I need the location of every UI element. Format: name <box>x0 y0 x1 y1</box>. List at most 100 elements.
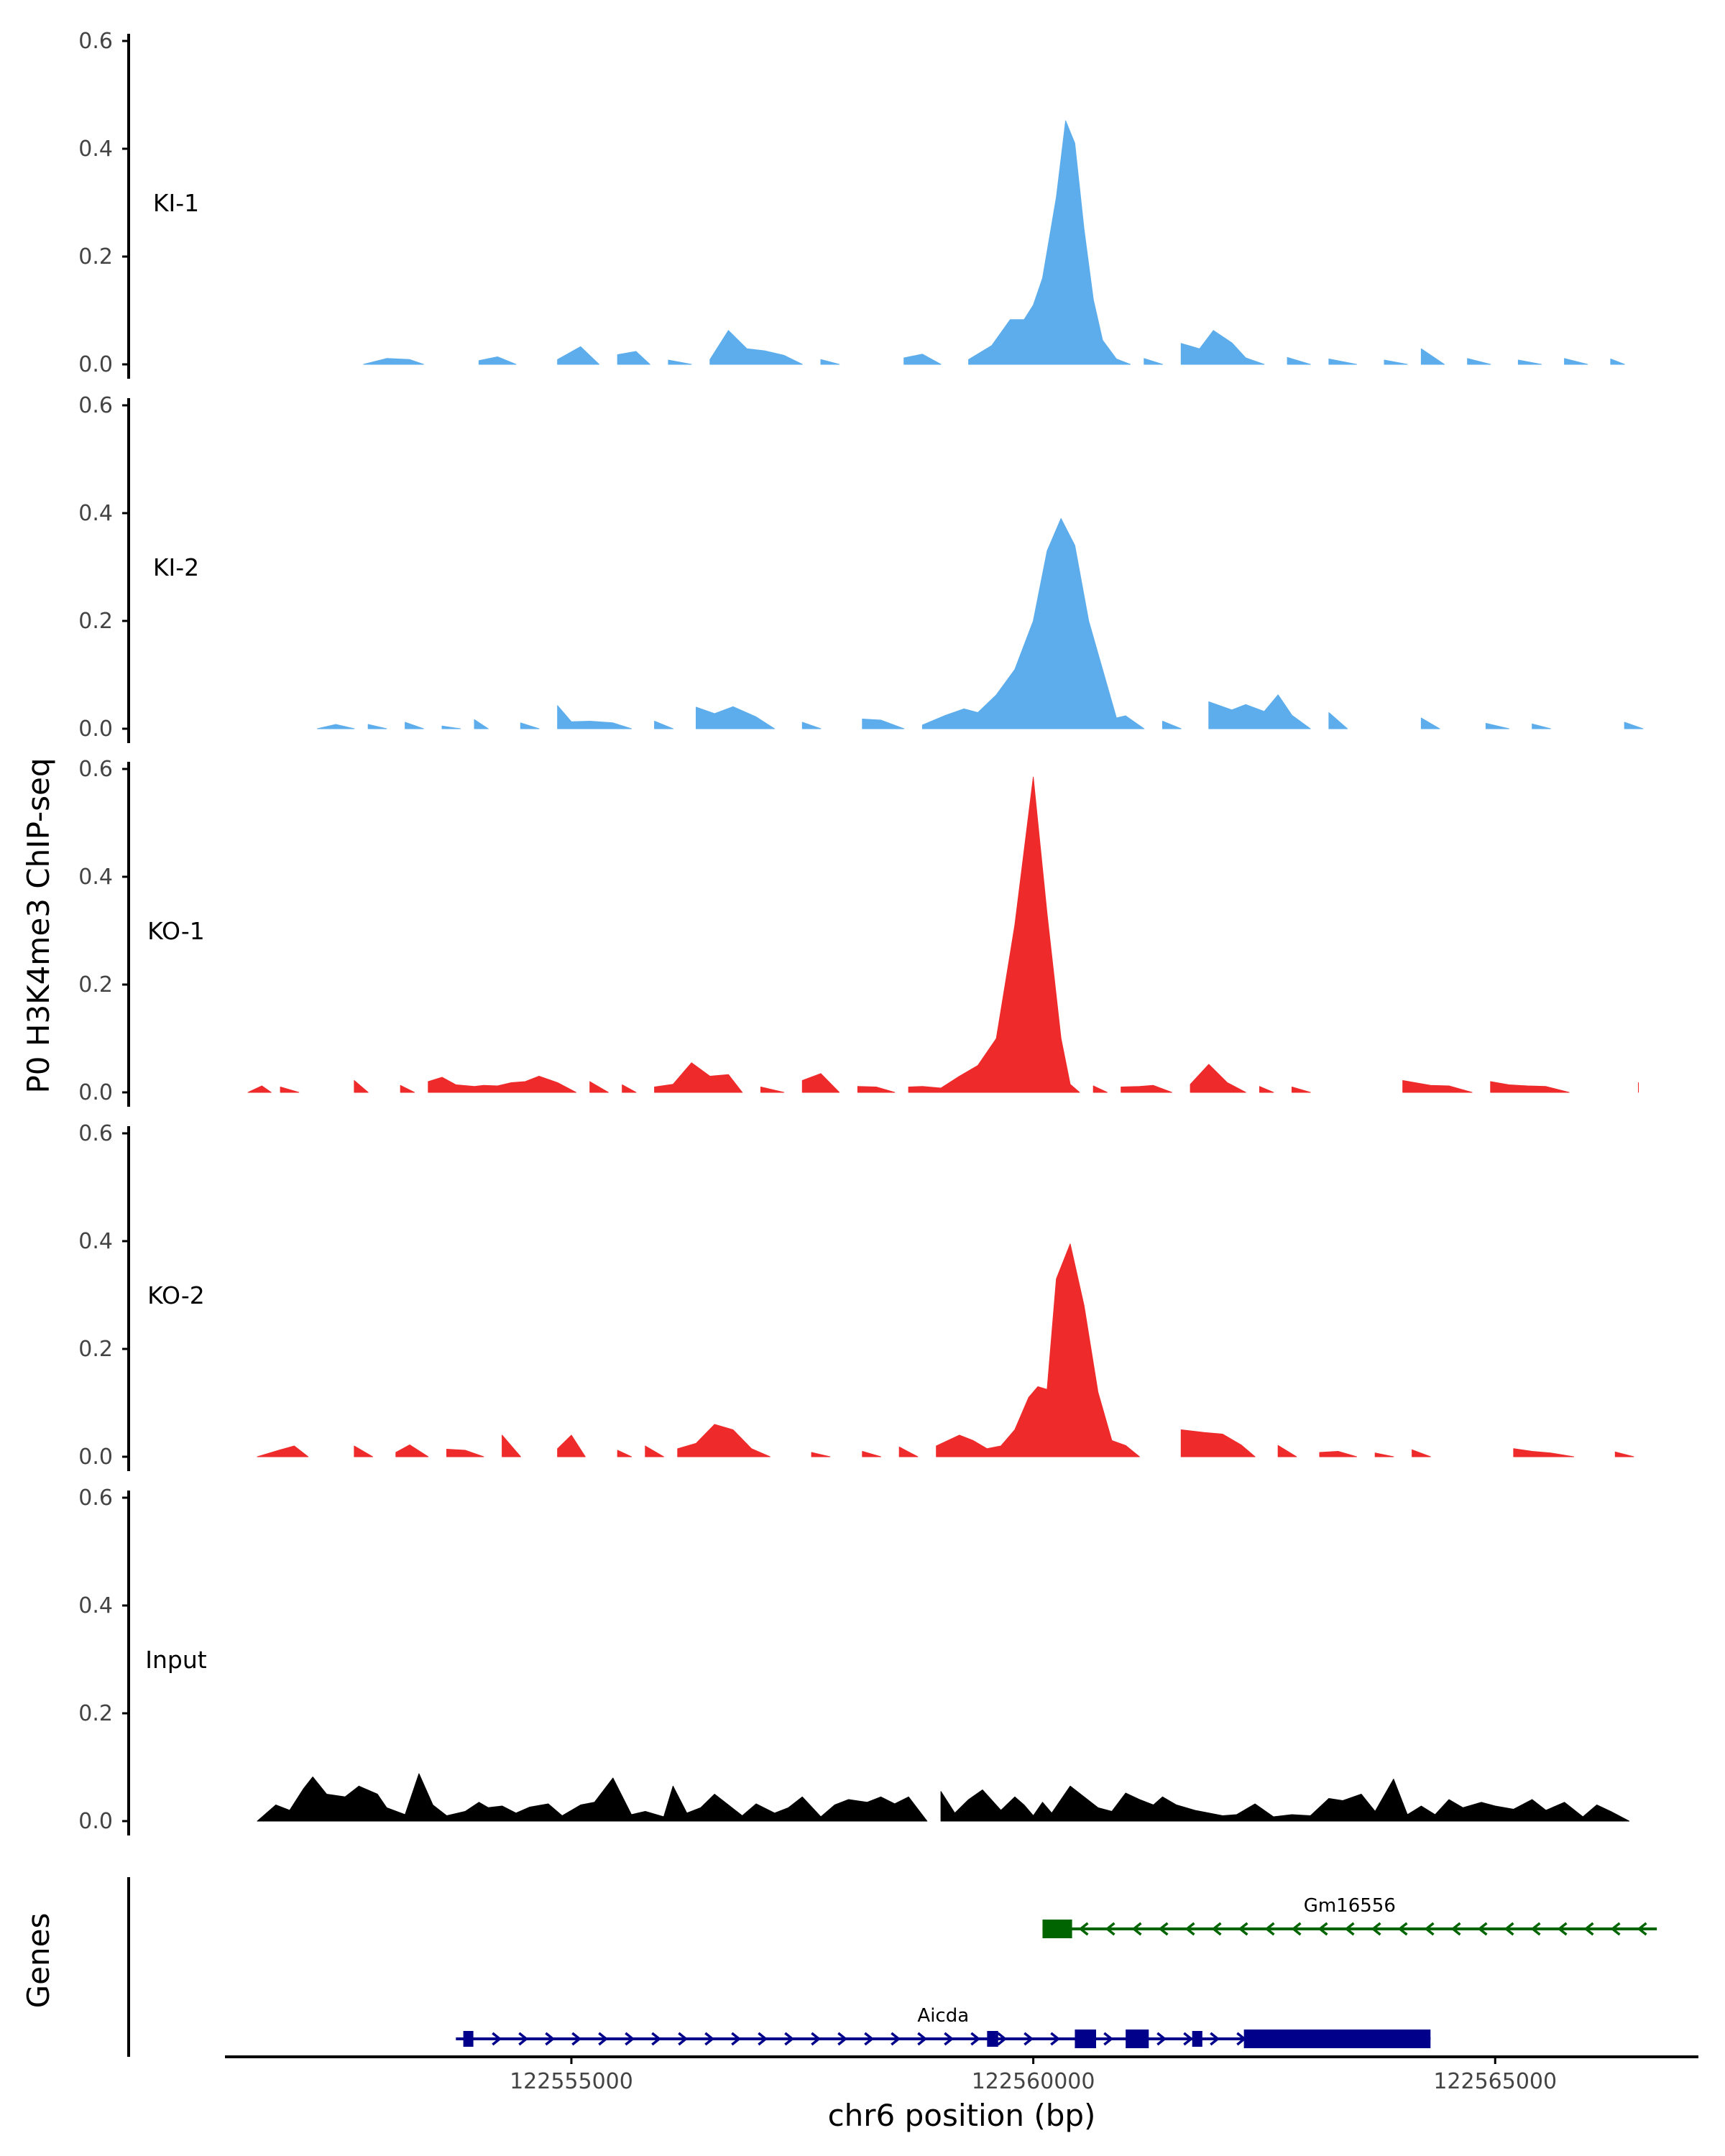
gene-label: Aicda <box>917 2005 969 2027</box>
exon-block <box>1075 2030 1097 2048</box>
strand-arrow <box>1424 1922 1435 1936</box>
y-tick-label: 0.6 <box>78 29 113 54</box>
y-tick-label: 0.6 <box>78 1121 113 1146</box>
y-tick-label: 0.2 <box>78 1337 113 1362</box>
x-axis-title: chr6 position (bp) <box>828 2098 1096 2133</box>
strand-arrow <box>1183 2032 1194 2046</box>
strand-arrow <box>1291 1922 1302 1936</box>
strand-arrow <box>1156 2032 1167 2046</box>
strand-arrow <box>1131 1922 1142 1936</box>
y-tick-label: 0.0 <box>78 717 113 742</box>
y-tick-label: 0.0 <box>78 1080 113 1105</box>
strand-arrow <box>1158 1922 1169 1936</box>
strand-arrow <box>651 2032 662 2046</box>
strand-arrow <box>784 2032 795 2046</box>
gene-aicda: Aicda <box>456 2005 1431 2048</box>
genes-axis-title: Genes <box>21 1913 56 2009</box>
exon-block <box>463 2031 474 2047</box>
track-label: KO-1 <box>147 917 205 945</box>
strand-arrow <box>1371 1922 1381 1936</box>
y-tick-label: 0.4 <box>78 1593 113 1618</box>
strand-arrow <box>704 2032 715 2046</box>
y-tick-label: 0.2 <box>78 1701 113 1726</box>
strand-arrow <box>1078 1922 1089 1936</box>
strand-arrow <box>731 2032 742 2046</box>
y-tick-label: 0.4 <box>78 1229 113 1254</box>
coverage-area <box>363 120 1625 365</box>
y-tick-label: 0.6 <box>78 393 113 418</box>
strand-arrow <box>678 2032 689 2046</box>
coverage-area <box>257 1243 1634 1457</box>
strand-arrow <box>625 2032 635 2046</box>
coverage-area <box>257 1773 1630 1822</box>
strand-arrow <box>1210 2032 1220 2046</box>
strand-arrow <box>545 2032 556 2046</box>
exon-block <box>1042 1920 1072 1938</box>
y-tick-label: 0.6 <box>78 1485 113 1511</box>
y-tick-label: 0.0 <box>78 1445 113 1470</box>
strand-arrow <box>811 2032 822 2046</box>
gene-label: Gm16556 <box>1304 1895 1396 1917</box>
x-tick-label: 122555000 <box>510 2069 633 2094</box>
exon-block <box>1243 2030 1431 2048</box>
strand-arrow <box>837 2032 848 2046</box>
strand-arrow <box>891 2032 901 2046</box>
strand-arrow <box>1103 2032 1114 2046</box>
y-axis-title: P0 H3K4me3 ChIP-seq <box>21 757 56 1093</box>
y-tick-label: 0.6 <box>78 757 113 782</box>
track-label: KI-1 <box>153 189 199 217</box>
exon-block <box>1126 2030 1149 2048</box>
coverage-tracks: 0.00.20.40.6KI-10.00.20.40.6KI-20.00.20.… <box>78 29 1644 1835</box>
y-tick-label: 0.2 <box>78 972 113 998</box>
strand-arrow <box>864 2032 875 2046</box>
strand-arrow <box>1477 1922 1488 1936</box>
strand-arrow <box>1184 1922 1195 1936</box>
strand-arrow <box>1397 1922 1408 1936</box>
strand-arrow <box>1504 1922 1514 1936</box>
y-tick-label: 0.0 <box>78 1809 113 1834</box>
y-tick-label: 0.4 <box>78 501 113 526</box>
strand-arrow <box>1024 2032 1034 2046</box>
x-tick-label: 122565000 <box>1433 2069 1557 2094</box>
strand-arrow <box>1238 1922 1248 1936</box>
y-tick-label: 0.2 <box>78 244 113 270</box>
y-tick-label: 0.4 <box>78 865 113 890</box>
strand-arrow <box>1105 1922 1116 1936</box>
x-tick-label: 122560000 <box>972 2069 1095 2094</box>
strand-arrow <box>571 2032 582 2046</box>
strand-arrow <box>1610 1922 1621 1936</box>
strand-arrow <box>970 2032 981 2046</box>
strand-arrow <box>997 2032 1008 2046</box>
strand-arrow <box>518 2032 529 2046</box>
track-ki-2: 0.0 0.2 0.4 0.6 KI-2 <box>78 393 1644 743</box>
gene-gm16556: Gm16556 <box>1042 1895 1657 1938</box>
gene-annotation-track: Gm16556 Aicda <box>127 1877 1657 2057</box>
strand-arrow <box>1530 1922 1541 1936</box>
track-input: 0.0 0.2 0.4 0.6 Input <box>78 1485 1630 1835</box>
exon-block <box>1192 2031 1202 2047</box>
strand-arrow <box>492 2032 502 2046</box>
strand-arrow <box>1557 1922 1568 1936</box>
strand-arrow <box>917 2032 928 2046</box>
coverage-area <box>247 776 1639 1093</box>
strand-arrow <box>1211 1922 1222 1936</box>
track-ko-1: 0.0 0.2 0.4 0.6 KO-1 <box>78 757 1639 1107</box>
y-tick-label: 0.0 <box>78 352 113 377</box>
x-axis: 122555000 122560000 122565000 <box>225 2055 1698 2094</box>
exon-block <box>987 2031 998 2047</box>
track-label: KO-2 <box>147 1281 205 1309</box>
strand-arrow <box>598 2032 609 2046</box>
track-label: KI-2 <box>153 553 199 581</box>
y-tick-label: 0.2 <box>78 609 113 634</box>
strand-arrow <box>1344 1922 1355 1936</box>
y-tick-label: 0.4 <box>78 137 113 162</box>
track-ko-2: 0.0 0.2 0.4 0.6 KO-2 <box>78 1121 1634 1471</box>
track-ki-1: 0.0 0.2 0.4 0.6 KI-1 <box>78 29 1625 379</box>
strand-arrow <box>758 2032 768 2046</box>
coverage-area <box>317 518 1644 729</box>
track-label: Input <box>145 1646 207 1674</box>
strand-arrow <box>1264 1922 1275 1936</box>
strand-arrow <box>944 2032 954 2046</box>
strand-arrow <box>1050 2032 1061 2046</box>
